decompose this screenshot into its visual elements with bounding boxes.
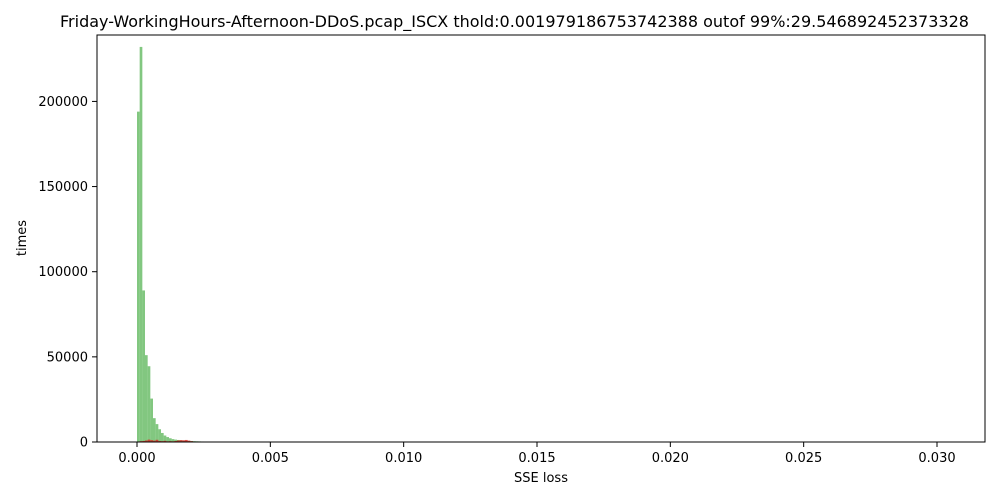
histogram-bar xyxy=(153,418,156,442)
y-tick-label: 50000 xyxy=(47,350,88,365)
x-tick-label: 0.005 xyxy=(252,451,289,466)
histogram-bar xyxy=(137,111,140,442)
x-tick-label: 0.030 xyxy=(918,451,955,466)
histogram-bar xyxy=(185,439,188,442)
x-tick-label: 0.015 xyxy=(518,451,555,466)
plot-frame xyxy=(96,34,986,443)
histogram-bar xyxy=(142,440,145,442)
histogram-bar xyxy=(155,439,159,442)
histogram-bar xyxy=(142,290,145,442)
histogram-bar xyxy=(145,355,148,442)
histogram-bar xyxy=(169,438,172,442)
y-axis: 0 50000 100000 150000 200000 xyxy=(38,95,97,451)
x-tick-label: 0.025 xyxy=(785,451,822,466)
histogram-bar xyxy=(163,435,167,442)
histogram-bar xyxy=(177,440,180,442)
histogram-bar xyxy=(145,440,148,442)
y-tick-label: 0 xyxy=(80,436,88,451)
y-tick-label: 100000 xyxy=(38,265,88,280)
y-tick-label: 150000 xyxy=(38,180,88,195)
x-axis-label: SSE loss xyxy=(514,471,568,486)
histogram-bar xyxy=(161,432,164,442)
histogram-bar xyxy=(171,439,175,442)
histogram-bar xyxy=(150,440,153,442)
histogram-bar xyxy=(163,440,167,442)
histogram-bar xyxy=(187,440,191,442)
histogram-bar xyxy=(174,440,177,442)
chart-title: Friday-WorkingHours-Afternoon-DDoS.pcap_… xyxy=(60,12,969,32)
x-tick-label: 0.020 xyxy=(652,451,689,466)
series-0 xyxy=(137,46,231,443)
histogram-bar xyxy=(139,46,143,443)
histogram-bar xyxy=(179,440,183,442)
histogram-bar xyxy=(166,437,169,442)
histogram-bar xyxy=(147,439,151,442)
y-tick-label: 200000 xyxy=(38,95,88,110)
bars-layer xyxy=(137,46,231,443)
histogram-bar xyxy=(147,366,151,442)
histogram-bar xyxy=(158,429,161,442)
y-axis-label: times xyxy=(15,220,30,256)
histogram-bar xyxy=(158,440,161,442)
histogram-bar xyxy=(174,439,177,442)
histogram-bar xyxy=(153,440,156,442)
x-axis: 0.000 0.005 0.010 0.015 0.020 0.025 0.030 xyxy=(118,442,956,466)
x-tick-label: 0.010 xyxy=(385,451,422,466)
histogram-bar xyxy=(182,440,185,442)
histogram-bar xyxy=(155,424,159,442)
x-tick-label: 0.000 xyxy=(118,451,155,466)
histogram-bar xyxy=(150,398,153,442)
